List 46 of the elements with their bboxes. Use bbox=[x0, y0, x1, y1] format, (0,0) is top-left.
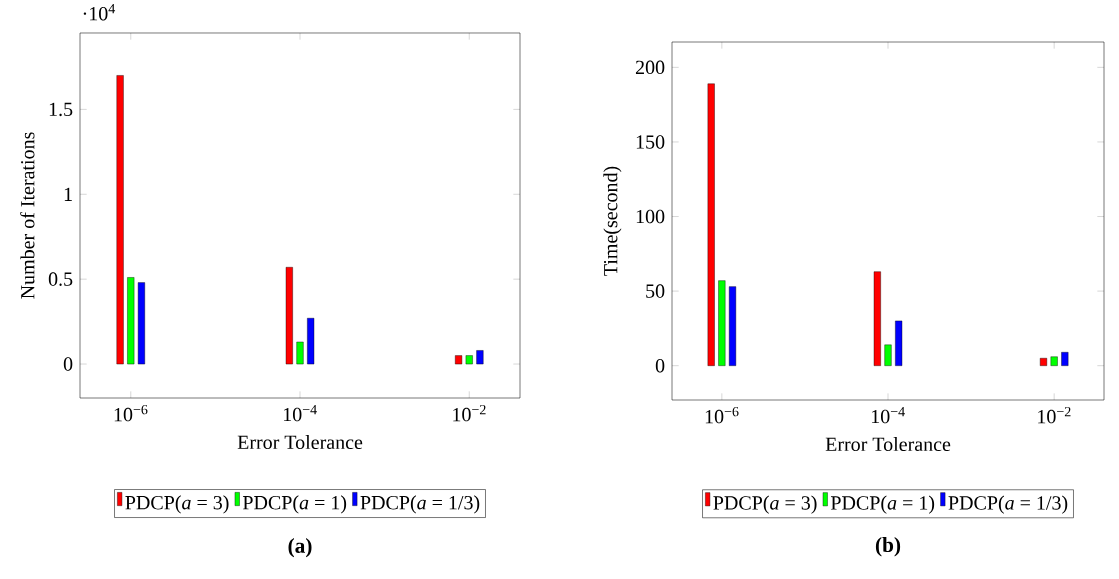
x-tick-label: 10$^{−6}$ bbox=[705, 406, 739, 424]
bar bbox=[728, 286, 737, 366]
bar bbox=[116, 75, 124, 365]
bar bbox=[1061, 352, 1069, 366]
x-tick-label: 10$^{−2}$ bbox=[1038, 406, 1071, 424]
y-tick-label: 100 bbox=[636, 209, 665, 224]
y-axis-title: Time(second) bbox=[603, 166, 622, 276]
bar bbox=[127, 277, 135, 365]
x-tick-label: 10$^{−6}$ bbox=[114, 404, 148, 422]
bar bbox=[307, 318, 315, 365]
legend-label: PDCP(a = 3) bbox=[125, 495, 229, 514]
bar bbox=[718, 280, 726, 366]
x-tick-label: 10$^{−4}$ bbox=[871, 406, 905, 424]
y-tick-label: 150 bbox=[636, 135, 665, 149]
bar bbox=[707, 83, 715, 366]
y-tick-label: 0 bbox=[63, 357, 73, 371]
bar bbox=[873, 271, 881, 366]
y-axis-title: Number of Iterations bbox=[20, 132, 35, 299]
bar bbox=[1039, 358, 1048, 366]
bar bbox=[455, 355, 463, 365]
y-tick-label: 0 bbox=[655, 358, 665, 373]
x-axis-title: Error Tolerance bbox=[825, 436, 951, 452]
y-tick-label: 1 bbox=[64, 187, 72, 201]
text: (b) bbox=[875, 537, 901, 557]
text: (a) bbox=[288, 537, 312, 558]
y-tick-label: 50 bbox=[646, 284, 665, 298]
bar bbox=[895, 320, 903, 366]
x-tick-label: 10$^{−4}$ bbox=[283, 404, 317, 422]
y-tick-label: 0.5 bbox=[48, 272, 73, 286]
bar bbox=[285, 267, 293, 365]
x-axis-title: Error Tolerance bbox=[237, 434, 363, 450]
y-tick-label: 1.5 bbox=[49, 102, 73, 117]
legend-label: PDCP(a = 3) bbox=[713, 495, 817, 514]
bar bbox=[137, 282, 145, 365]
bar bbox=[476, 350, 484, 365]
bar bbox=[296, 341, 304, 365]
bar bbox=[884, 344, 892, 366]
y-tick-label: 200 bbox=[635, 60, 665, 75]
legend-label: PDCP(a = 1/3) bbox=[948, 495, 1068, 514]
x-tick-label: 10$^{−2}$ bbox=[453, 404, 486, 422]
legend-label: PDCP(a = 1) bbox=[242, 495, 347, 514]
legend-label: PDCP(a = 1) bbox=[830, 495, 935, 514]
bar bbox=[465, 355, 473, 365]
bar bbox=[1050, 356, 1058, 366]
legend-label: PDCP(a = 1/3) bbox=[360, 495, 480, 514]
text: ·10$^{4}$ bbox=[83, 4, 116, 21]
